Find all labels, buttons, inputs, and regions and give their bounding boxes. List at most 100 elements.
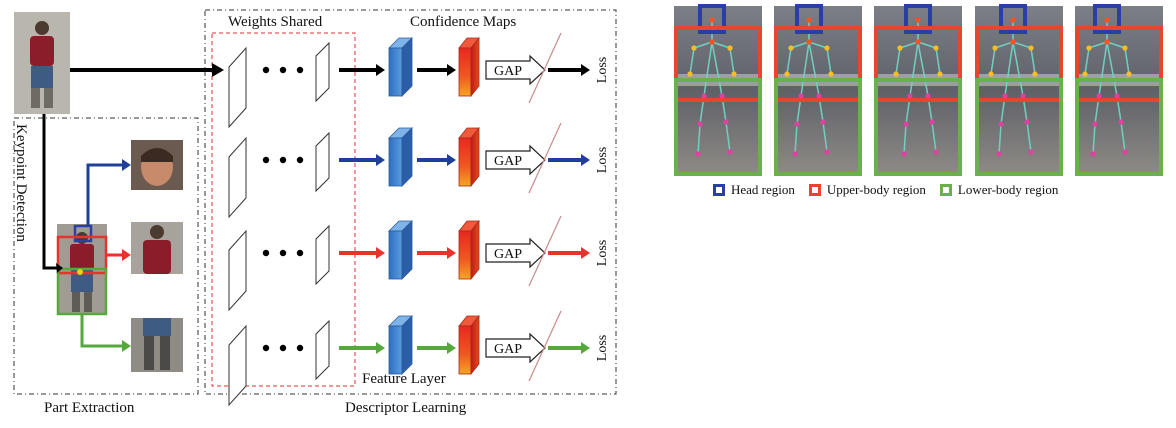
keypoint-dot xyxy=(794,121,800,127)
keypoint-dot xyxy=(1114,93,1120,99)
loss-label: Loss xyxy=(595,335,610,361)
head-region-box xyxy=(999,4,1027,34)
feature-layer-side xyxy=(401,37,413,97)
lower-body-crop-image xyxy=(131,318,183,372)
keypoint-dot xyxy=(1032,71,1038,77)
keypoint-dot xyxy=(695,151,701,157)
keypoint-dot xyxy=(816,93,822,99)
keypoint-dot xyxy=(992,45,998,51)
keypoint-dot xyxy=(727,149,733,155)
skeleton-bone xyxy=(725,121,731,153)
skeleton-bone xyxy=(790,41,810,49)
gap-label: GAP xyxy=(494,64,522,79)
confidence-map-block xyxy=(458,230,472,280)
gap-label: GAP xyxy=(494,342,522,357)
confidence-map-block xyxy=(458,325,472,375)
feature-layer-block xyxy=(388,325,403,375)
conv-slab-large xyxy=(228,136,247,219)
gap-arrow xyxy=(485,144,546,176)
feature-layer-block xyxy=(388,137,403,187)
slash-line xyxy=(528,215,562,287)
legend-item-lower: Lower-body region xyxy=(939,182,1058,198)
skeleton-bone xyxy=(800,41,810,97)
skeleton-bone xyxy=(1098,41,1108,97)
keypoint-dot xyxy=(933,45,939,51)
skeleton-bone xyxy=(786,47,792,75)
keypoint-dot xyxy=(1020,93,1026,99)
slash-line xyxy=(528,310,562,382)
conv-slab-small xyxy=(315,224,330,286)
keypoint-dot xyxy=(701,93,707,99)
head-region-box xyxy=(904,4,932,34)
keypoint-detection-label: Keypoint Detection xyxy=(13,124,29,242)
skeleton-bone xyxy=(909,41,919,97)
keypoint-dot xyxy=(1010,17,1016,23)
keypoint-dot xyxy=(719,93,725,99)
conv-slab-large xyxy=(228,324,247,407)
feature-layer-block xyxy=(388,47,403,97)
skeleton-bone xyxy=(935,47,941,75)
skeleton-bone xyxy=(703,41,713,97)
example-person-5 xyxy=(1075,4,1163,176)
confidence-map-block xyxy=(458,47,472,97)
keypoint-dot xyxy=(1118,119,1124,125)
input-person-image xyxy=(14,12,70,114)
keypoint-dot xyxy=(687,71,693,77)
gap-label: GAP xyxy=(494,247,522,262)
keypoint-dot xyxy=(1126,71,1132,77)
keypoint-dot xyxy=(903,121,909,127)
skeleton-bone xyxy=(1084,47,1090,75)
example-person-1 xyxy=(674,4,762,176)
weights-shared-frame xyxy=(211,32,356,387)
keypoint-dot xyxy=(1104,39,1110,45)
upper-body-region-box xyxy=(674,26,762,102)
feature-layer-block xyxy=(388,230,403,280)
skeleton-bone xyxy=(1088,41,1108,49)
keypoint-dot xyxy=(798,93,804,99)
keypoint-dot xyxy=(828,71,834,77)
skeleton-bone xyxy=(1012,41,1032,49)
arrow-to-loss-head xyxy=(581,342,590,354)
confidence-map-block xyxy=(458,137,472,187)
feature-layer-side xyxy=(401,220,413,280)
head-region-box xyxy=(795,4,823,34)
skeleton-bone xyxy=(903,123,907,155)
upper-body-crop-image xyxy=(131,222,183,274)
loss-label: Loss xyxy=(595,57,610,83)
skeleton-bone xyxy=(729,47,735,75)
lower-body-region-box xyxy=(874,78,962,176)
arrow-to-confidence-map-head xyxy=(447,154,456,166)
ellipsis-dot xyxy=(262,66,270,74)
head-region-swatch xyxy=(713,184,725,196)
keypoint-dot xyxy=(709,17,715,23)
keypoint-dot xyxy=(727,45,733,51)
feature-layer-label: Feature Layer xyxy=(362,371,446,387)
gap-arrow xyxy=(485,332,546,364)
ellipsis-dot xyxy=(279,156,287,164)
lower-body-region-box xyxy=(774,78,862,176)
gap-arrow xyxy=(485,237,546,269)
keypoint-dot xyxy=(1122,45,1128,51)
upper-body-region-box xyxy=(975,26,1063,102)
skeleton-bone xyxy=(826,47,832,75)
keypoint-dot xyxy=(824,149,830,155)
conv-slab-small xyxy=(315,131,330,193)
keypoint-dot xyxy=(697,121,703,127)
keypoint-dot xyxy=(1086,45,1092,51)
ellipsis-dot xyxy=(296,344,304,352)
keypoint-dot xyxy=(1028,45,1034,51)
skeleton-bone xyxy=(1092,123,1096,155)
skeleton-bone xyxy=(917,41,937,49)
keypoint-examples xyxy=(674,4,1163,176)
example-photo xyxy=(674,6,762,176)
skeleton-bone xyxy=(1120,121,1126,153)
skeleton-bone xyxy=(917,41,929,97)
extraction-arrows xyxy=(42,63,224,352)
keypoint-dot xyxy=(1090,151,1096,157)
keypoint-dot xyxy=(1122,149,1128,155)
skeleton-bone xyxy=(994,41,1014,49)
keypoint-dot xyxy=(788,45,794,51)
keypoint-dot xyxy=(893,71,899,77)
skeleton-bone xyxy=(895,47,901,75)
